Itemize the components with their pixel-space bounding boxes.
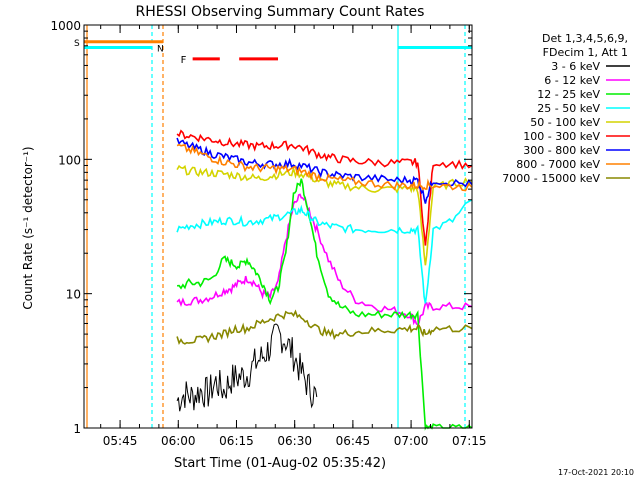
series-line bbox=[176, 143, 473, 192]
x-tick-label: 07:15 bbox=[452, 434, 487, 448]
x-axis-label: Start Time (01-Aug-02 05:35:42) bbox=[174, 456, 386, 471]
render-timestamp: 17-Oct-2021 20:10 bbox=[558, 468, 634, 477]
legend-entry-label: 800 - 7000 keV bbox=[516, 158, 600, 171]
series-line bbox=[176, 129, 473, 246]
s-flag-label: S bbox=[74, 39, 80, 49]
series-line bbox=[176, 309, 473, 345]
y-tick-label: 1 bbox=[73, 422, 81, 436]
x-tick-label: 07:00 bbox=[394, 434, 429, 448]
series-line bbox=[177, 178, 473, 431]
x-tick-label: 06:15 bbox=[219, 434, 254, 448]
x-tick-label: 06:30 bbox=[277, 434, 312, 448]
x-tick-label: 06:45 bbox=[336, 434, 371, 448]
series-line bbox=[176, 137, 473, 204]
y-tick-label: 1000 bbox=[50, 19, 81, 33]
plot-frame bbox=[83, 24, 473, 429]
legend-header: Det 1,3,4,5,6,9, bbox=[542, 32, 628, 45]
legend-entry-label: 100 - 300 keV bbox=[523, 130, 600, 143]
series-line bbox=[176, 323, 318, 412]
legend-entry-label: 3 - 6 keV bbox=[551, 60, 600, 73]
legend-entry-label: 25 - 50 keV bbox=[537, 102, 600, 115]
series-line bbox=[176, 193, 473, 326]
legend-header: FDecim 1, Att 1 bbox=[543, 46, 628, 59]
chart-title: RHESSI Observing Summary Count Rates bbox=[136, 4, 425, 20]
legend-entry-label: 7000 - 15000 keV bbox=[502, 172, 600, 185]
legend-entry-label: 12 - 25 keV bbox=[537, 88, 600, 101]
legend-entry-label: 6 - 12 keV bbox=[544, 74, 600, 87]
x-tick-label: 05:45 bbox=[103, 434, 138, 448]
legend-entry-label: 300 - 800 keV bbox=[523, 144, 600, 157]
y-tick-label: 10 bbox=[66, 288, 81, 302]
y-tick-label: 100 bbox=[58, 153, 81, 167]
n-flag-label: N bbox=[157, 44, 164, 54]
f-flag-label: F bbox=[181, 55, 187, 66]
legend-entry-label: 50 - 100 keV bbox=[530, 116, 600, 129]
series-line bbox=[176, 164, 473, 266]
series-line bbox=[176, 199, 473, 304]
x-tick-label: 06:00 bbox=[161, 434, 196, 448]
y-axis-label: Count Rate (s⁻¹ detector⁻¹) bbox=[21, 146, 35, 309]
